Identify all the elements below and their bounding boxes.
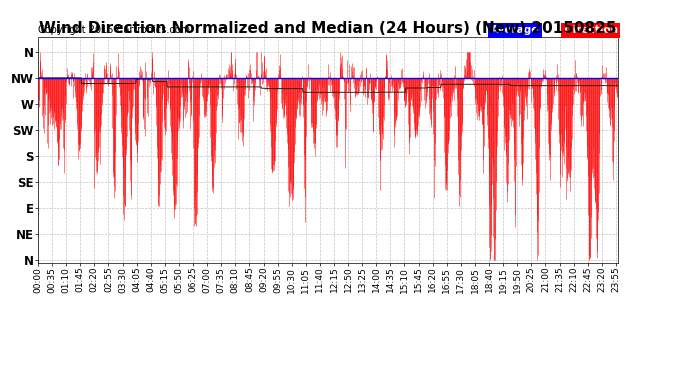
Text: Copyright 2015 Cartronics.com: Copyright 2015 Cartronics.com: [38, 25, 190, 35]
Text: Average: Average: [491, 25, 540, 35]
Text: Direction: Direction: [564, 25, 618, 35]
Title: Wind Direction Normalized and Median (24 Hours) (New) 20150825: Wind Direction Normalized and Median (24…: [39, 21, 616, 36]
